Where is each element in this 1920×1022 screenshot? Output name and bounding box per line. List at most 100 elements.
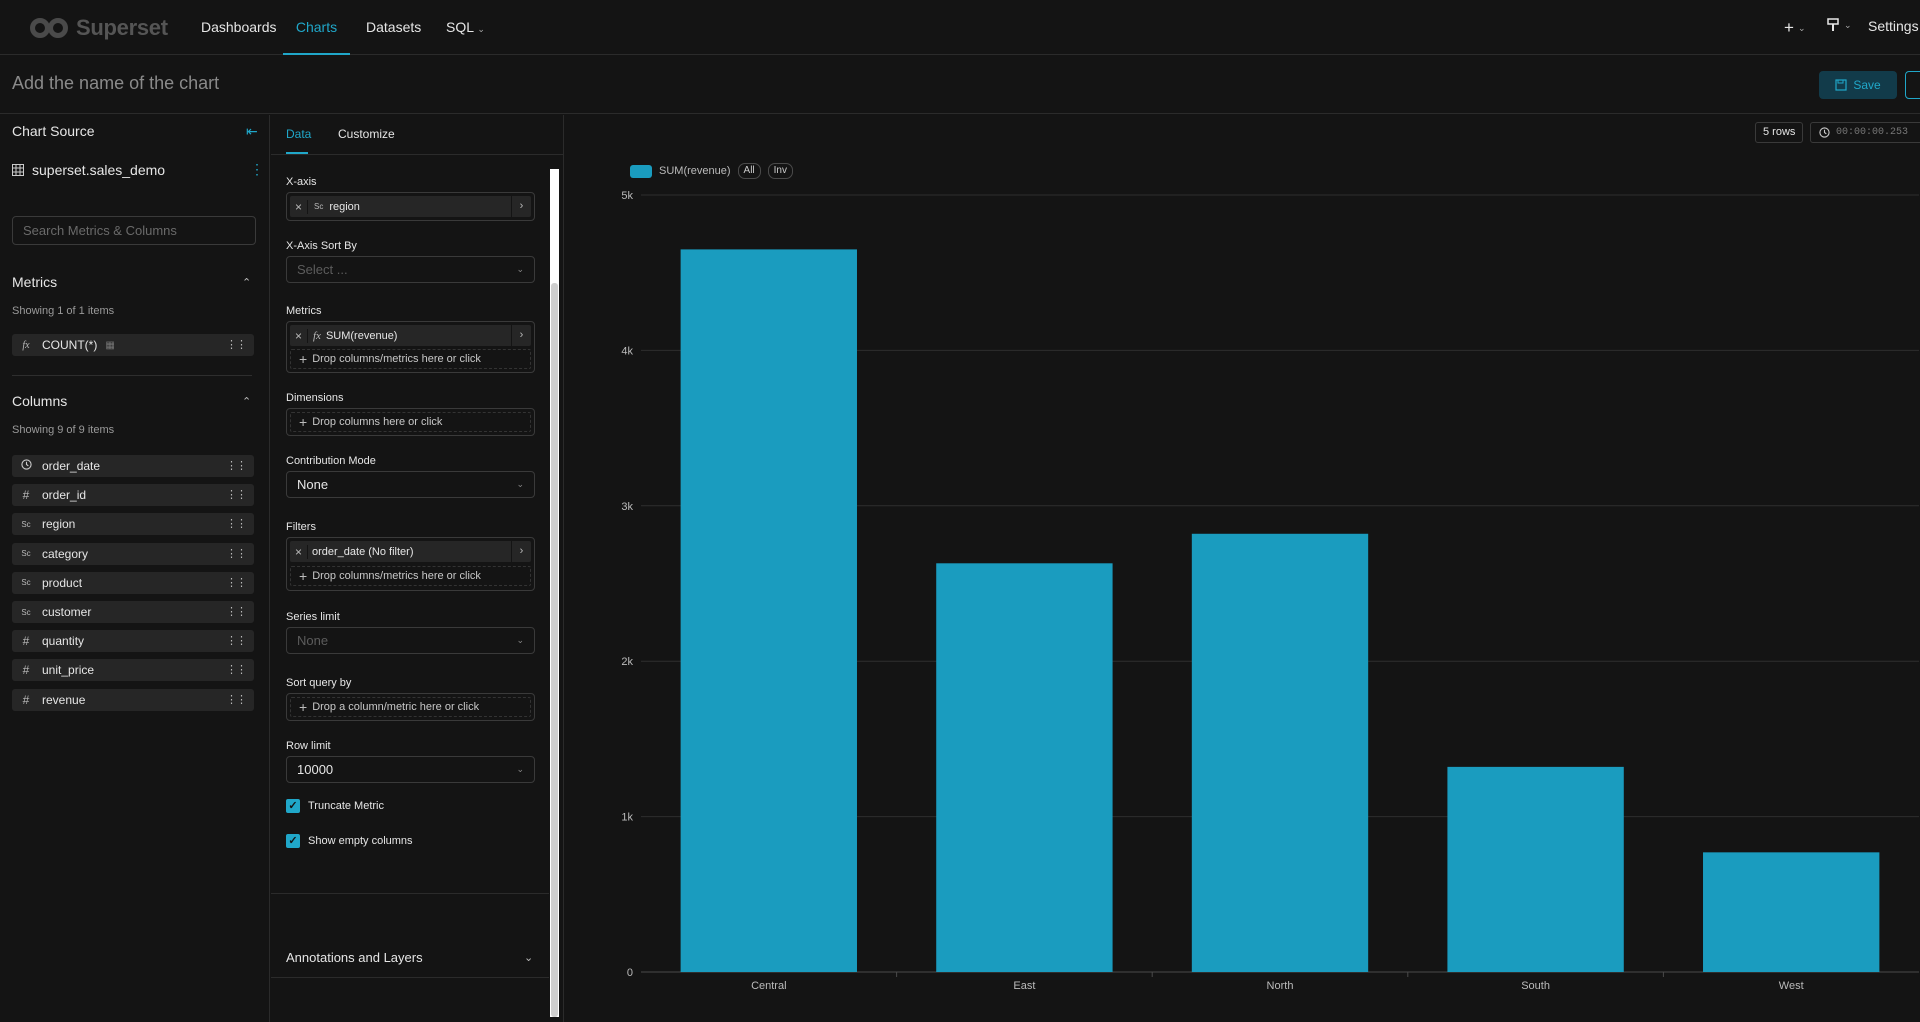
clock-icon [18,459,34,473]
drag-handle-icon[interactable]: ⋮⋮ [226,489,247,502]
metrics-field[interactable]: × fx SUM(revenue) › + Drop columns/metri… [286,321,535,373]
dataset-name[interactable]: superset.sales_demo [12,162,165,178]
column-item[interactable]: # revenue ⋮⋮ [12,688,254,711]
chart-name-input[interactable]: Add the name of the chart [12,73,220,93]
chevron-right-icon[interactable]: › [511,325,531,346]
y-tick-label: 1k [621,812,633,824]
bar[interactable] [1447,766,1624,972]
series-limit-select[interactable]: None ⌄ [286,627,535,654]
metric-chip[interactable]: × fx SUM(revenue) › [290,325,531,346]
search-metrics-columns-input[interactable] [12,216,256,245]
bar[interactable] [1191,533,1369,972]
chevron-down-icon: ⌄ [516,764,524,774]
metric-label: COUNT(*) [42,338,98,352]
metric-item[interactable]: fx COUNT(*) ▦ ⋮⋮ [12,334,254,356]
more-actions-button[interactable] [1905,71,1920,99]
drag-handle-icon[interactable]: ⋮⋮ [226,518,247,531]
chevron-up-icon[interactable]: ⌃ [242,396,252,408]
drag-handle-icon[interactable]: ⋮⋮ [226,635,247,648]
checkbox-checked-icon[interactable]: ✓ [286,799,300,813]
column-item[interactable]: Sc region ⋮⋮ [12,513,254,536]
column-item[interactable]: Sc customer ⋮⋮ [12,601,254,623]
collapse-panel-icon[interactable]: ⇤ [246,123,258,139]
drag-handle-icon[interactable]: ⋮⋮ [226,664,247,677]
legend-invert-button[interactable]: Inv [767,163,793,179]
chevron-right-icon[interactable]: › [511,541,531,562]
metrics-drop-zone[interactable]: + Drop columns/metrics here or click [290,349,531,369]
checkbox-checked-icon[interactable]: ✓ [286,834,300,848]
drag-handle-icon[interactable]: ⋮⋮ [226,693,247,706]
chevron-down-icon[interactable]: ⌄ [524,952,534,964]
close-icon[interactable]: × [290,544,308,559]
function-icon: fx [313,329,321,342]
legend-series-label[interactable]: SUM(revenue) [659,165,731,177]
xaxis-sort-select[interactable]: Select ... ⌄ [286,256,535,283]
plus-icon: + [1784,18,1794,37]
y-tick-label: 4k [621,345,633,357]
row-limit-select[interactable]: 10000 ⌄ [286,756,535,783]
drag-handle-icon[interactable]: ⋮⋮ [226,339,247,351]
xaxis-field[interactable]: × Sc region › [286,192,535,221]
close-icon[interactable]: × [290,328,308,343]
filter-chip[interactable]: × order_date (No filter) › [290,541,531,562]
theme-menu[interactable]: ⌄ [1826,18,1852,32]
column-item[interactable]: Sc category ⋮⋮ [12,542,254,565]
drag-handle-icon[interactable]: ⋮⋮ [226,547,247,560]
legend-select-all-button[interactable]: All [737,163,761,179]
column-item[interactable]: # order_id ⋮⋮ [12,484,254,507]
bar[interactable] [936,563,1113,972]
nav-datasets[interactable]: Datasets [366,19,422,35]
save-button[interactable]: Save [1819,71,1897,99]
metrics-section-title[interactable]: Metrics [12,274,58,290]
numeric-type-icon: # [22,692,30,707]
nav-dashboards[interactable]: Dashboards [201,19,277,35]
drag-handle-icon[interactable]: ⋮⋮ [226,460,247,472]
numeric-type-icon: # [22,488,30,503]
new-menu[interactable]: + ⌄ [1784,18,1805,38]
settings-menu[interactable]: Settings [1868,18,1919,34]
tab-data[interactable]: Data [286,127,312,141]
row-count-badge[interactable]: 5 rows [1755,122,1804,143]
column-label: quantity [42,634,85,649]
nav-charts[interactable]: Charts [283,0,350,55]
sort-query-field[interactable]: + Drop a column/metric here or click [286,693,535,721]
sort-query-drop-zone[interactable]: + Drop a column/metric here or click [290,697,531,717]
y-tick-label: 5k [621,190,633,202]
chevron-down-icon: ⌄ [516,479,524,489]
column-item[interactable]: # unit_price ⋮⋮ [12,659,254,682]
tab-customize[interactable]: Customize [338,127,395,141]
chevron-right-icon[interactable]: › [511,196,531,217]
dimensions-drop-zone[interactable]: + Drop columns here or click [290,412,531,432]
xaxis-chip[interactable]: × Sc region › [290,196,531,217]
table-icon: ▦ [105,339,115,351]
save-icon [1835,79,1847,91]
chart-legend: SUM(revenue) All Inv [630,163,793,179]
string-type-icon: Sc [21,607,31,617]
scrollbar-thumb[interactable] [551,283,558,1017]
legend-swatch[interactable] [630,164,652,178]
annotations-section-title[interactable]: Annotations and Layers [286,950,423,965]
sort-query-drop-text: Drop a column/metric here or click [312,701,480,713]
dimensions-field[interactable]: + Drop columns here or click [286,408,535,436]
contribution-select[interactable]: None ⌄ [286,471,535,498]
truncate-metric-checkbox[interactable]: ✓ Truncate Metric [286,799,384,813]
section-divider [12,375,252,376]
nav-sql[interactable]: SQL ⌄ [446,0,485,55]
drag-handle-icon[interactable]: ⋮⋮ [226,576,247,589]
dataset-menu-icon[interactable]: ⋮ [250,161,264,177]
column-item[interactable]: # quantity ⋮⋮ [12,630,254,653]
columns-section-title[interactable]: Columns [12,393,68,409]
filters-drop-zone[interactable]: + Drop columns/metrics here or click [290,566,531,586]
drag-handle-icon[interactable]: ⋮⋮ [226,606,247,618]
bar[interactable] [680,249,857,972]
column-item[interactable]: Sc product ⋮⋮ [12,571,254,594]
bar[interactable] [1703,852,1880,972]
filters-field[interactable]: × order_date (No filter) › + Drop column… [286,537,535,591]
dataset-name-label: superset.sales_demo [32,162,166,178]
datasource-panel: Chart Source ⇤ superset.sales_demo ⋮ Met… [0,115,270,1022]
chevron-up-icon[interactable]: ⌃ [242,277,252,289]
show-empty-columns-checkbox[interactable]: ✓ Show empty columns [286,834,413,848]
close-icon[interactable]: × [290,199,308,214]
superset-logo[interactable]: Superset [28,14,168,42]
column-item[interactable]: order_date ⋮⋮ [12,455,254,477]
